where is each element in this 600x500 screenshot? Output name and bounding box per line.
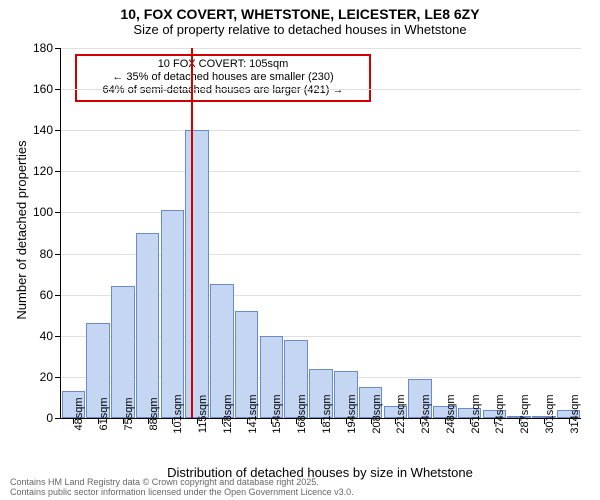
chart-title: 10, FOX COVERT, WHETSTONE, LEICESTER, LE…: [0, 0, 600, 22]
footer-line2: Contains public sector information licen…: [10, 488, 354, 498]
gridline: [61, 212, 581, 213]
x-tick-label: 48sqm: [73, 397, 85, 430]
x-tick-label: 75sqm: [123, 397, 135, 430]
x-tick-label: 287sqm: [519, 394, 531, 433]
gridline: [61, 130, 581, 131]
x-tick-label: 115sqm: [197, 395, 209, 433]
y-tick-label: 160: [33, 82, 61, 96]
x-tick-label: 314sqm: [569, 394, 581, 433]
gridline: [61, 48, 581, 49]
x-tick-label: 194sqm: [346, 394, 358, 433]
y-tick-label: 180: [33, 41, 61, 55]
histogram-bar: [185, 130, 209, 418]
plot-area: 10 FOX COVERT: 105sqm ← 35% of detached …: [60, 48, 581, 419]
histogram-bar: [161, 210, 185, 418]
y-tick-label: 140: [33, 123, 61, 137]
x-tick-label: 101sqm: [172, 394, 184, 433]
chart-subtitle: Size of property relative to detached ho…: [0, 22, 600, 41]
property-marker-line: [191, 48, 193, 418]
x-tick-label: 61sqm: [98, 397, 110, 430]
x-tick-label: 141sqm: [247, 394, 259, 433]
annotation-line1: 10 FOX COVERT: 105sqm: [83, 58, 363, 71]
y-tick-label: 60: [40, 288, 61, 302]
y-tick-label: 120: [33, 164, 61, 178]
x-tick-label: 168sqm: [296, 394, 308, 433]
y-tick-label: 40: [40, 329, 61, 343]
y-axis-label: Number of detached properties: [14, 140, 29, 319]
gridline: [61, 89, 581, 90]
x-tick-label: 88sqm: [148, 397, 160, 430]
x-tick-label: 154sqm: [271, 394, 283, 433]
x-tick-label: 181sqm: [321, 394, 333, 433]
y-tick-label: 0: [46, 411, 61, 425]
chart-container: 10, FOX COVERT, WHETSTONE, LEICESTER, LE…: [0, 0, 600, 500]
x-tick-label: 301sqm: [544, 394, 556, 433]
x-tick-label: 274sqm: [494, 394, 506, 433]
x-tick-label: 128sqm: [222, 394, 234, 433]
footer-attribution: Contains HM Land Registry data © Crown c…: [10, 478, 354, 498]
x-tick-label: 248sqm: [445, 394, 457, 433]
y-tick-label: 20: [40, 370, 61, 384]
y-tick-label: 100: [33, 205, 61, 219]
x-tick-label: 234sqm: [420, 394, 432, 433]
gridline: [61, 171, 581, 172]
annotation-line2: ← 35% of detached houses are smaller (23…: [83, 71, 363, 84]
annotation-line3: 64% of semi-detached houses are larger (…: [83, 84, 363, 97]
x-tick-label: 221sqm: [395, 394, 407, 433]
x-tick-label: 208sqm: [371, 394, 383, 433]
annotation-box: 10 FOX COVERT: 105sqm ← 35% of detached …: [75, 54, 371, 102]
x-tick-label: 261sqm: [470, 394, 482, 433]
histogram-bar: [136, 233, 160, 418]
y-tick-label: 80: [40, 247, 61, 261]
